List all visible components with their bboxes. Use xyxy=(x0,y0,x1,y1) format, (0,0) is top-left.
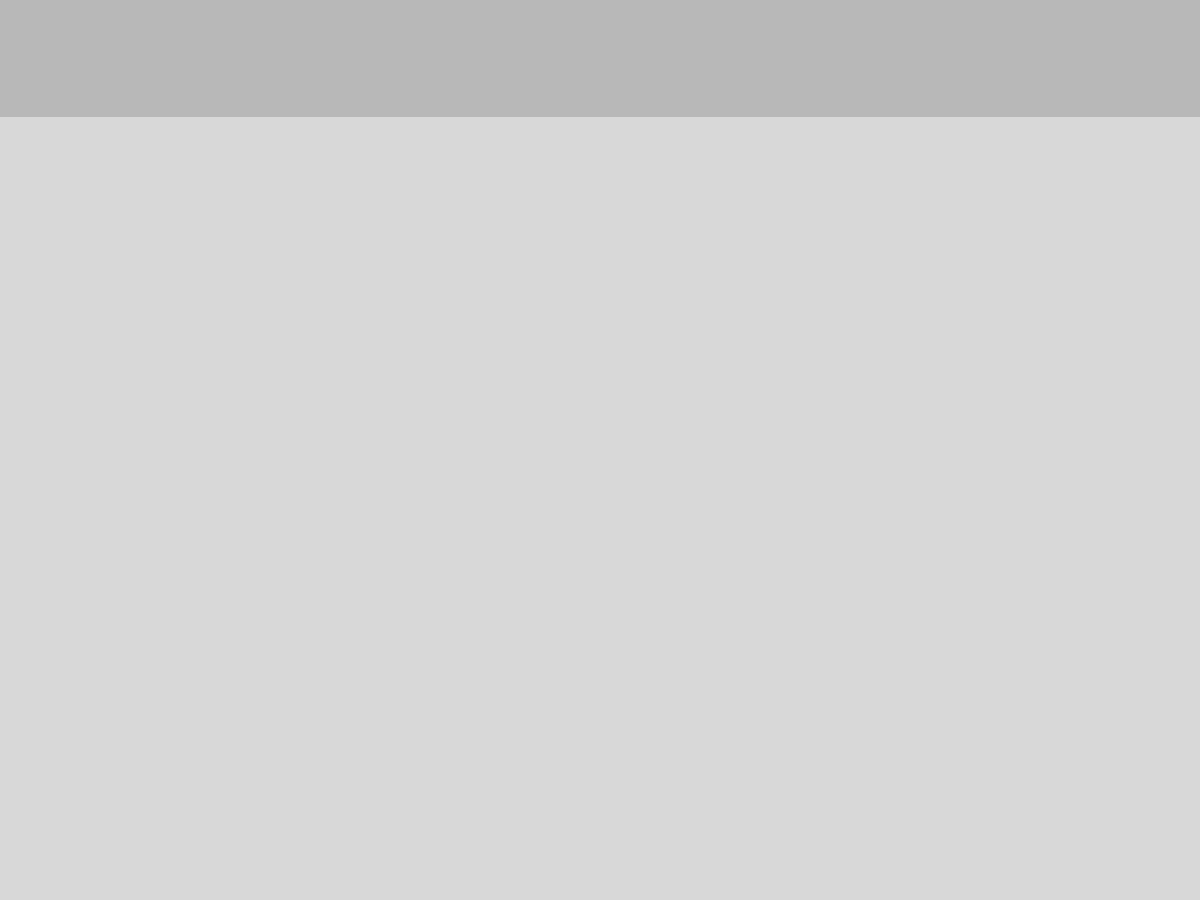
Text: $\dfrac{\partial T}{\partial r} = k\,\dfrac{(x^3 + y^3)f'(x^3 + y^3)}{\sqrt{x^2 : $\dfrac{\partial T}{\partial r} = k\,\df… xyxy=(388,476,764,568)
Text: ii) Now suppose that $T(x, y) = f(x^3 + y^3)$ for a given function $f$ of one va: ii) Now suppose that $T(x, y) = f(x^3 + … xyxy=(12,342,1184,378)
Text: Use the chain rule to express $\dfrac{\partial T}{\partial r}$ in terms of $\dfr: Use the chain rule to express $\dfrac{\p… xyxy=(48,272,898,331)
Text: i) Let $T(x, y)$ be the temperature at a point $(x, y)$.: i) Let $T(x, y)$ be the temperature at a… xyxy=(12,227,755,259)
Text: Show that:: Show that: xyxy=(48,404,218,433)
Text: $x = r\cos\theta,\quad y = r\sin\theta$: $x = r\cos\theta,\quad y = r\sin\theta$ xyxy=(451,168,749,201)
Text: Cartesian and polar coordinates in the plane are related by:: Cartesian and polar coordinates in the p… xyxy=(12,107,954,136)
Text: for some number $k$, which you should find.: for some number $k$, which you should fi… xyxy=(48,605,715,637)
